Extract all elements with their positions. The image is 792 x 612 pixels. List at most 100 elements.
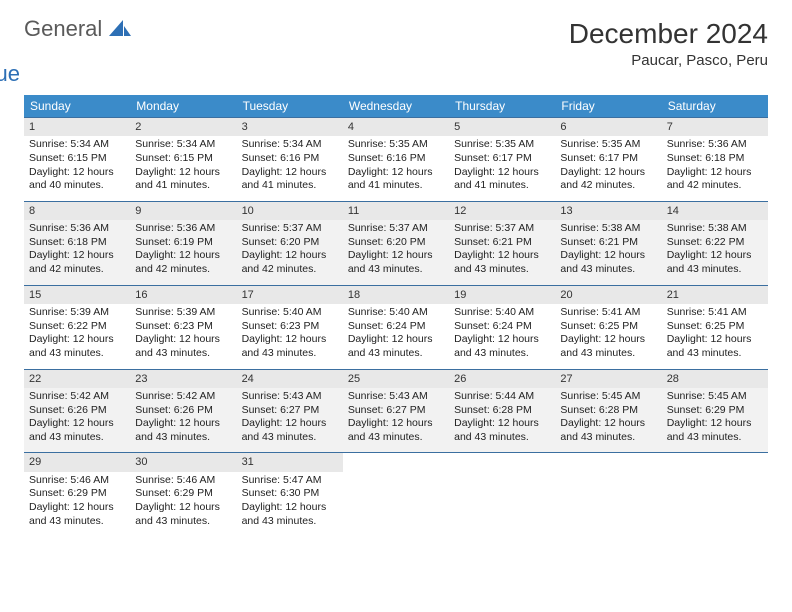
sunset-text: Sunset: 6:19 PM <box>135 236 231 250</box>
day-number: 16 <box>130 286 236 304</box>
day-number: 25 <box>343 370 449 388</box>
week-row: 8 Sunrise: 5:36 AMSunset: 6:18 PM Daylight… <box>24 201 768 285</box>
day-cell <box>662 453 768 536</box>
day-number: 20 <box>555 286 661 304</box>
weekday-header-row: Sunday Monday Tuesday Wednesday Thursday… <box>24 95 768 118</box>
daylight-text: Daylight: 12 hours and 40 minutes. <box>29 166 125 193</box>
daylight-text: Daylight: 12 hours and 43 minutes. <box>242 417 338 444</box>
sunrise-text: Sunrise: 5:36 AM <box>29 222 125 236</box>
day-cell: 10 Sunrise: 5:37 AMSunset: 6:20 PMDayligh… <box>237 201 343 285</box>
day-cell: 2Sunrise: 5:34 AMSunset: 6:15 PMDaylight… <box>130 118 236 202</box>
day-body: Sunrise: 5:37 AMSunset: 6:20 PMDaylight:… <box>242 222 338 277</box>
sunrise-text: Sunrise: 5:39 AM <box>135 306 231 320</box>
sunset-text: Sunset: 6:29 PM <box>135 487 231 501</box>
daylight-text: Daylight: 12 hours and 42 minutes. <box>667 166 763 193</box>
day-cell: 30Sunrise: 5:46 AMSunset: 6:29 PMDayligh… <box>130 453 236 536</box>
day-number: 13 <box>555 202 661 220</box>
day-body: Sunrise: 5:35 AMSunset: 6:17 PMDaylight:… <box>560 138 656 193</box>
day-cell: 6 Sunrise: 5:35 AMSunset: 6:17 PMDaylight… <box>555 118 661 202</box>
logo-word2: Blue <box>0 63 131 85</box>
sunrise-text: Sunrise: 5:42 AM <box>29 390 125 404</box>
sunset-text: Sunset: 6:23 PM <box>242 320 338 334</box>
day-body: Sunrise: 5:45 AMSunset: 6:28 PMDaylight:… <box>560 390 656 445</box>
day-body: Sunrise: 5:34 AMSunset: 6:15 PMDaylight:… <box>135 138 231 193</box>
day-cell: 16Sunrise: 5:39 AMSunset: 6:23 PMDayligh… <box>130 285 236 369</box>
daylight-text: Daylight: 12 hours and 41 minutes. <box>454 166 550 193</box>
sunset-text: Sunset: 6:18 PM <box>667 152 763 166</box>
day-number: 8 <box>24 202 130 220</box>
header: General Blue December 2024 Paucar, Pasco… <box>24 18 768 85</box>
sunrise-text: Sunrise: 5:43 AM <box>348 390 444 404</box>
day-cell: 13 Sunrise: 5:38 AMSunset: 6:21 PMDayligh… <box>555 201 661 285</box>
day-number: 24 <box>237 370 343 388</box>
day-cell: 24Sunrise: 5:43 AMSunset: 6:27 PMDayligh… <box>237 369 343 453</box>
day-body: Sunrise: 5:38 AMSunset: 6:21 PMDaylight:… <box>560 222 656 277</box>
day-cell: 21Sunrise: 5:41 AMSunset: 6:25 PMDayligh… <box>662 285 768 369</box>
daylight-text: Daylight: 12 hours and 43 minutes. <box>454 417 550 444</box>
day-number: 31 <box>237 453 343 471</box>
sunrise-text: Sunrise: 5:35 AM <box>454 138 550 152</box>
sunset-text: Sunset: 6:26 PM <box>135 404 231 418</box>
week-row: 1Sunrise: 5:34 AMSunset: 6:15 PMDaylight… <box>24 118 768 202</box>
sunset-text: Sunset: 6:20 PM <box>242 236 338 250</box>
daylight-text: Daylight: 12 hours and 43 minutes. <box>242 333 338 360</box>
day-body: Sunrise: 5:34 AMSunset: 6:16 PMDaylight:… <box>242 138 338 193</box>
sunrise-text: Sunrise: 5:37 AM <box>454 222 550 236</box>
daylight-text: Daylight: 12 hours and 43 minutes. <box>667 249 763 276</box>
title-block: December 2024 Paucar, Pasco, Peru <box>569 18 768 69</box>
day-number: 27 <box>555 370 661 388</box>
sunset-text: Sunset: 6:27 PM <box>348 404 444 418</box>
day-number: 21 <box>662 286 768 304</box>
day-cell: 29 Sunrise: 5:46 AMSunset: 6:29 PMDayligh… <box>24 453 130 536</box>
day-number: 10 <box>237 202 343 220</box>
sunset-text: Sunset: 6:15 PM <box>135 152 231 166</box>
day-body: Sunrise: 5:46 AMSunset: 6:29 PMDaylight:… <box>29 474 125 529</box>
day-body: Sunrise: 5:36 AMSunset: 6:18 PMDaylight:… <box>667 138 763 193</box>
sunset-text: Sunset: 6:27 PM <box>242 404 338 418</box>
logo-sail-icon <box>109 18 131 41</box>
day-cell: 18 Sunrise: 5:40 AMSunset: 6:24 PMDayligh… <box>343 285 449 369</box>
day-cell: 7 Sunrise: 5:36 AMSunset: 6:18 PMDaylight… <box>662 118 768 202</box>
day-cell: 14Sunrise: 5:38 AMSunset: 6:22 PMDayligh… <box>662 201 768 285</box>
daylight-text: Daylight: 12 hours and 43 minutes. <box>560 333 656 360</box>
sunset-text: Sunset: 6:20 PM <box>348 236 444 250</box>
day-cell: 31Sunrise: 5:47 AMSunset: 6:30 PMDayligh… <box>237 453 343 536</box>
day-number: 7 <box>662 118 768 136</box>
day-cell: 17Sunrise: 5:40 AMSunset: 6:23 PMDayligh… <box>237 285 343 369</box>
day-cell: 5Sunrise: 5:35 AMSunset: 6:17 PMDaylight… <box>449 118 555 202</box>
day-body: Sunrise: 5:40 AMSunset: 6:23 PMDaylight:… <box>242 306 338 361</box>
day-cell: 19Sunrise: 5:40 AMSunset: 6:24 PMDayligh… <box>449 285 555 369</box>
sunrise-text: Sunrise: 5:34 AM <box>29 138 125 152</box>
day-number: 30 <box>130 453 236 471</box>
sunrise-text: Sunrise: 5:34 AM <box>135 138 231 152</box>
day-cell: 8Sunrise: 5:36 AMSunset: 6:18 PMDaylight… <box>24 201 130 285</box>
sunrise-text: Sunrise: 5:40 AM <box>348 306 444 320</box>
day-number: 26 <box>449 370 555 388</box>
day-cell: 4Sunrise: 5:35 AMSunset: 6:16 PMDaylight… <box>343 118 449 202</box>
month-title: December 2024 <box>569 18 768 50</box>
page: General Blue December 2024 Paucar, Pasco… <box>0 0 792 554</box>
day-number: 29 <box>24 453 130 471</box>
daylight-text: Daylight: 12 hours and 43 minutes. <box>454 333 550 360</box>
sunset-text: Sunset: 6:28 PM <box>560 404 656 418</box>
daylight-text: Daylight: 12 hours and 42 minutes. <box>135 249 231 276</box>
day-cell: 3Sunrise: 5:34 AMSunset: 6:16 PMDaylight… <box>237 118 343 202</box>
day-body: Sunrise: 5:40 AMSunset: 6:24 PMDaylight:… <box>348 306 444 361</box>
sunrise-text: Sunrise: 5:34 AM <box>242 138 338 152</box>
day-number: 18 <box>343 286 449 304</box>
daylight-text: Daylight: 12 hours and 43 minutes. <box>454 249 550 276</box>
day-body: Sunrise: 5:44 AMSunset: 6:28 PMDaylight:… <box>454 390 550 445</box>
daylight-text: Daylight: 12 hours and 43 minutes. <box>135 417 231 444</box>
sunrise-text: Sunrise: 5:44 AM <box>454 390 550 404</box>
sunset-text: Sunset: 6:28 PM <box>454 404 550 418</box>
daylight-text: Daylight: 12 hours and 43 minutes. <box>348 333 444 360</box>
sunset-text: Sunset: 6:17 PM <box>454 152 550 166</box>
day-body: Sunrise: 5:36 AMSunset: 6:19 PMDaylight:… <box>135 222 231 277</box>
sunset-text: Sunset: 6:18 PM <box>29 236 125 250</box>
sunset-text: Sunset: 6:29 PM <box>667 404 763 418</box>
day-number: 6 <box>555 118 661 136</box>
sunrise-text: Sunrise: 5:38 AM <box>667 222 763 236</box>
day-body: Sunrise: 5:35 AMSunset: 6:17 PMDaylight:… <box>454 138 550 193</box>
daylight-text: Daylight: 12 hours and 42 minutes. <box>242 249 338 276</box>
day-number: 9 <box>130 202 236 220</box>
